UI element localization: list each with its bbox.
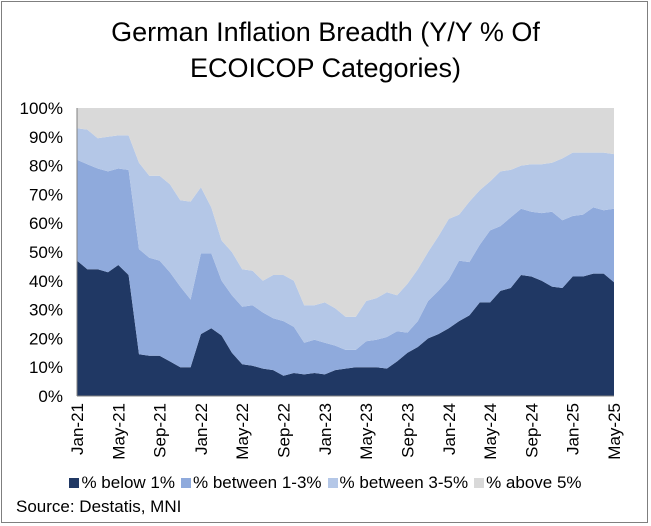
x-tick-label: Sep-23	[398, 403, 417, 458]
legend-item: % below 1%	[69, 473, 175, 493]
chart-title-line-2: ECOICOP Categories)	[189, 53, 462, 83]
y-tick-label: 90%	[29, 128, 63, 147]
x-tick-label: Sep-22	[275, 403, 294, 458]
x-tick-label: May-22	[233, 403, 252, 460]
area-series-1	[77, 260, 614, 396]
legend-label: % between 1-3%	[193, 473, 322, 492]
x-tick-label: Sep-21	[151, 403, 170, 458]
y-tick-label: 30%	[29, 301, 63, 320]
area-series-3	[77, 128, 614, 350]
x-tick-label: May-21	[109, 403, 128, 460]
x-tick-label: May-23	[357, 403, 376, 460]
y-tick-label: 60%	[29, 214, 63, 233]
legend-item: % between 1-3%	[181, 473, 322, 493]
area-series-group	[77, 108, 614, 396]
x-tick-label: Jan-23	[316, 403, 335, 455]
chart-title: German Inflation Breadth (Y/Y % Of ECOIC…	[0, 14, 651, 86]
legend-label: % above 5%	[486, 473, 582, 492]
y-tick-label: 20%	[29, 329, 63, 348]
legend-label: % below 1%	[81, 473, 176, 492]
legend-label: % between 3-5%	[339, 473, 469, 492]
y-tick-label: 40%	[29, 272, 63, 291]
x-tick-label: Jan-21	[68, 403, 87, 455]
x-tick-label: May-25	[605, 403, 624, 460]
legend-swatch	[69, 478, 80, 488]
y-tick-label: 50%	[29, 243, 63, 262]
axes-group	[76, 108, 614, 397]
area-series-2	[77, 159, 614, 376]
x-tick-label: Jan-22	[192, 403, 211, 455]
y-tick-label: 0%	[38, 387, 63, 406]
source-note: Source: Destatis, MNI	[16, 497, 182, 516]
x-tick-label: Jan-25	[564, 403, 583, 455]
legend-swatch	[327, 478, 338, 488]
legend-swatch	[181, 478, 192, 488]
x-tick-label: May-24	[481, 403, 500, 460]
area-series-4	[77, 108, 614, 317]
y-tick-label: 10%	[29, 358, 63, 377]
legend-item: % between 3-5%	[327, 473, 469, 493]
y-tick-label: 100%	[20, 99, 63, 118]
y-tick-label: 70%	[29, 185, 63, 204]
y-axis-tick-labels: 0% 10% 20% 30% 40% 50% 60% 70% 80% 90% 100%	[20, 99, 63, 406]
y-tick-label: 80%	[29, 157, 63, 176]
chart-legend: % below 1% % between 1-3% % between 3-5% % …	[0, 473, 651, 493]
chart-title-line-1: German Inflation Breadth (Y/Y % Of	[111, 17, 540, 47]
x-axis-tick-labels: Jan-21 May-21 Sep-21 Jan-22 May-22 Sep-22 Jan-…	[68, 403, 624, 460]
x-tick-label: Sep-24	[522, 403, 541, 458]
legend-item: % above 5%	[474, 473, 582, 493]
x-tick-label: Jan-24	[440, 403, 459, 455]
legend-swatch	[474, 478, 485, 488]
